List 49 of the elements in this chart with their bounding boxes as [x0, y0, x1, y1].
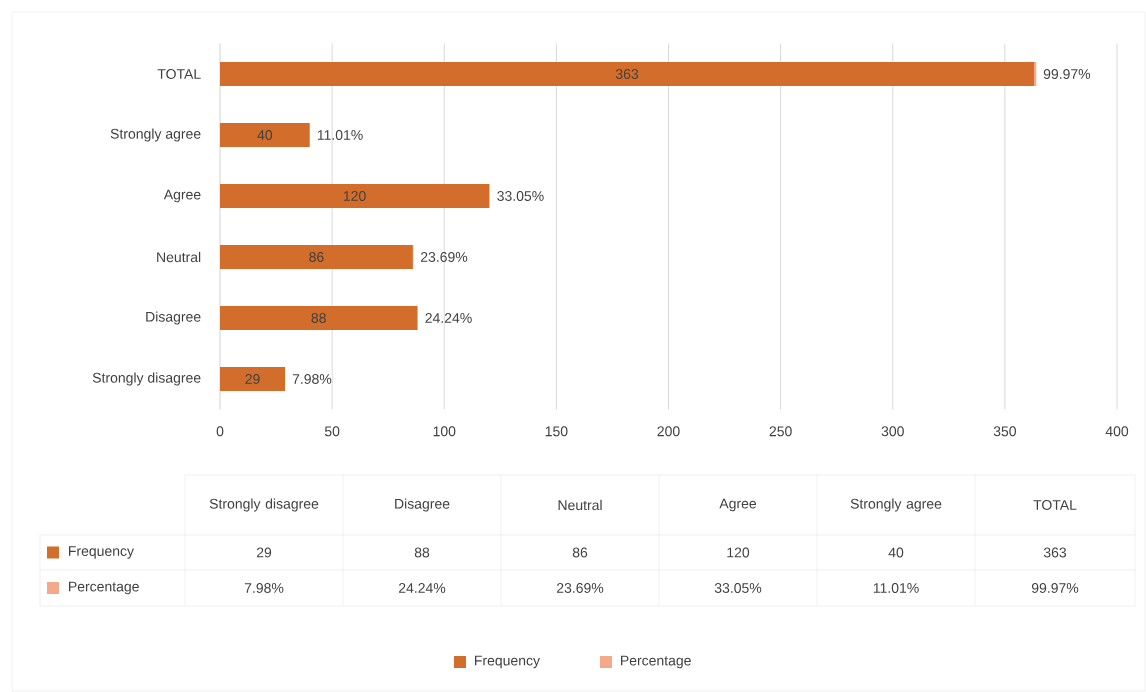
text: 86 — [572, 547, 588, 558]
y-tick-label: Strongly disagree — [92, 372, 201, 386]
category-label: Disagree — [395, 498, 450, 512]
data-label: 24.24% — [425, 313, 472, 323]
text: Frequency — [475, 655, 540, 669]
text: 88 — [414, 547, 430, 558]
data-label: 120 — [343, 191, 366, 201]
category-label: Strongly disagree — [209, 498, 319, 512]
category-label: TOTAL — [1033, 500, 1077, 510]
x-tick-label: 50 — [324, 426, 340, 437]
category-label: Agree — [719, 498, 757, 512]
data-label: 86 — [309, 252, 324, 262]
data-label: 88 — [311, 313, 326, 323]
data-label: 29 — [245, 374, 260, 384]
x-tick-label: 250 — [769, 426, 792, 437]
text: 11.01% — [873, 583, 919, 593]
x-tick-label: 200 — [657, 426, 680, 437]
text: 363 — [1043, 547, 1067, 558]
data-label: 7.98% — [292, 374, 332, 384]
text: 40 — [888, 547, 904, 558]
legend-label: Percentage — [69, 581, 139, 595]
data-label: 363 — [615, 69, 639, 79]
text: 24.24% — [398, 583, 446, 593]
x-tick-label: 150 — [545, 426, 568, 437]
data-label: 40 — [257, 130, 273, 140]
y-tick-label: Neutral — [157, 251, 201, 263]
legend-label: Frequency — [69, 546, 134, 559]
data-label: 99.97% — [1043, 69, 1091, 79]
data-label: 33.05% — [497, 191, 544, 201]
text: 120 — [727, 547, 750, 558]
text: Percentage — [621, 655, 691, 669]
x-tick-label: 300 — [881, 426, 904, 437]
x-tick-label: 400 — [1105, 426, 1129, 437]
category-label: Neutral — [558, 499, 602, 511]
text: 7.98% — [244, 583, 284, 593]
y-tick-label: TOTAL — [157, 69, 201, 79]
text: 99.97% — [1031, 583, 1079, 593]
text: 33.05% — [714, 583, 762, 593]
text: 23.69% — [556, 583, 604, 593]
data-label: 23.69% — [420, 252, 468, 262]
y-tick-label: Disagree — [146, 311, 201, 325]
data-label: 11.01% — [317, 130, 363, 140]
x-tick-label: 0 — [216, 426, 224, 437]
y-tick-label: Strongly agree — [110, 128, 201, 142]
y-tick-label: Agree — [163, 189, 201, 203]
category-label: Strongly agree — [850, 498, 942, 512]
text: 29 — [256, 547, 272, 558]
x-tick-label: 100 — [433, 426, 456, 437]
x-tick-label: 350 — [993, 426, 1017, 437]
